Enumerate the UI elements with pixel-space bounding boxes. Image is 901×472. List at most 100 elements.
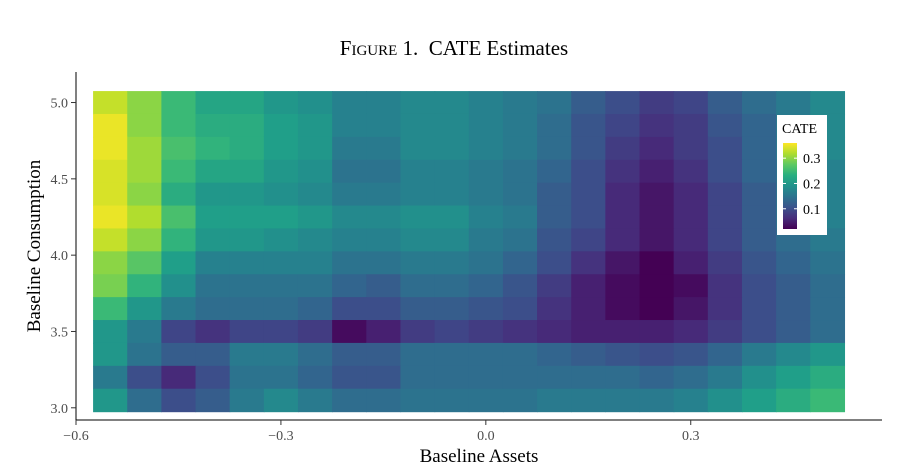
heatmap-cell [741, 205, 777, 230]
heatmap-cell [502, 228, 538, 252]
legend-colorbar [783, 143, 797, 229]
heatmap-cell [297, 342, 333, 367]
heatmap-cell [366, 205, 402, 230]
heatmap-cell [127, 205, 162, 230]
heatmap-cell [468, 136, 504, 161]
heatmap-cell [605, 388, 641, 413]
heatmap-cell [195, 136, 231, 161]
heatmap-cell [127, 342, 162, 367]
heatmap-cell [161, 320, 197, 344]
heatmap-cell [673, 365, 709, 390]
heatmap-cell [127, 251, 162, 275]
y-tick-label: 3.0 [51, 402, 69, 417]
heatmap-cell [366, 388, 402, 413]
heatmap-cell [707, 136, 743, 161]
heatmap-cell [468, 205, 504, 230]
heatmap-cell [468, 365, 504, 390]
heatmap-cell [161, 274, 197, 298]
heatmap-cell [366, 182, 402, 207]
heatmap-cell [707, 365, 743, 390]
heatmap-cell [605, 136, 641, 161]
x-axis-ticks: −0.6 −0.3 0.0 0.3 [63, 420, 699, 444]
heatmap-cell [468, 388, 504, 413]
heatmap-cell [366, 320, 402, 344]
heatmap-cell [741, 388, 777, 413]
heatmap-cell [571, 113, 606, 138]
legend-tick-label: 0.3 [803, 152, 821, 167]
heatmap-cell [537, 251, 572, 275]
heatmap-cell [297, 228, 333, 252]
heatmap-cell [161, 342, 197, 367]
heatmap-cell [776, 320, 811, 344]
heatmap-cell [605, 91, 641, 115]
heatmap-cell [810, 342, 846, 367]
heatmap-cell [468, 251, 504, 275]
heatmap-cell [93, 182, 128, 207]
heatmap-cell [468, 228, 504, 252]
heatmap-cell [707, 182, 743, 207]
heatmap-cell [502, 388, 538, 413]
heatmap-cell [741, 182, 777, 207]
heatmap-cell [434, 228, 470, 252]
heatmap-cell [400, 365, 436, 390]
heatmap-cell [229, 205, 265, 230]
heatmap-cell [707, 159, 743, 184]
heatmap-cell [263, 251, 299, 275]
heatmap-cell [810, 251, 846, 275]
heatmap-cell [229, 297, 265, 321]
heatmap-cell [332, 365, 367, 390]
heatmap-cell [776, 342, 811, 367]
heatmap-cell [571, 205, 606, 230]
heatmap-cell [297, 251, 333, 275]
heatmap-cell [810, 274, 846, 298]
heatmap-cell [605, 228, 641, 252]
heatmap-cell [297, 205, 333, 230]
heatmap-cell [741, 365, 777, 390]
heatmap-cell [297, 159, 333, 184]
heatmap-cell [161, 91, 197, 115]
x-axis-label: Baseline Assets [420, 446, 539, 467]
y-tick-label: 4.0 [51, 249, 69, 264]
heatmap-cell [571, 274, 606, 298]
heatmap-cell [400, 159, 436, 184]
heatmap-cell [127, 91, 162, 115]
heatmap-cell [537, 91, 572, 115]
heatmap-cell [639, 297, 675, 321]
heatmap-cell [776, 91, 811, 115]
heatmap-cell [400, 251, 436, 275]
heatmap-cell [93, 136, 128, 161]
heatmap-cell [161, 365, 197, 390]
heatmap-cell [639, 342, 675, 367]
heatmap-cell [707, 297, 743, 321]
heatmap-cell [468, 182, 504, 207]
heatmap-cell [195, 159, 231, 184]
heatmap-cell [400, 113, 436, 138]
heatmap-cell [366, 113, 402, 138]
heatmap-cell [571, 251, 606, 275]
heatmap-cell [434, 136, 470, 161]
heatmap-cell [639, 113, 675, 138]
heatmap-cell [297, 365, 333, 390]
heatmap-cell [639, 228, 675, 252]
heatmap-cell [537, 297, 572, 321]
heatmap-cell [741, 320, 777, 344]
heatmap-cell [93, 274, 128, 298]
heatmap-cell [366, 228, 402, 252]
heatmap-cell [639, 388, 675, 413]
heatmap-cell [127, 159, 162, 184]
heatmap-cell [127, 388, 162, 413]
heatmap-cell [127, 182, 162, 207]
heatmap-cell [332, 136, 367, 161]
heatmap-cell [263, 228, 299, 252]
heatmap-cell [434, 274, 470, 298]
heatmap-cell [537, 205, 572, 230]
heatmap-cell [468, 274, 504, 298]
heatmap-cell [741, 91, 777, 115]
heatmap-cell [434, 159, 470, 184]
heatmap-cell [605, 297, 641, 321]
heatmap-cell [297, 182, 333, 207]
heatmap-cell [229, 91, 265, 115]
heatmap-cell [571, 342, 606, 367]
heatmap-cell [707, 91, 743, 115]
